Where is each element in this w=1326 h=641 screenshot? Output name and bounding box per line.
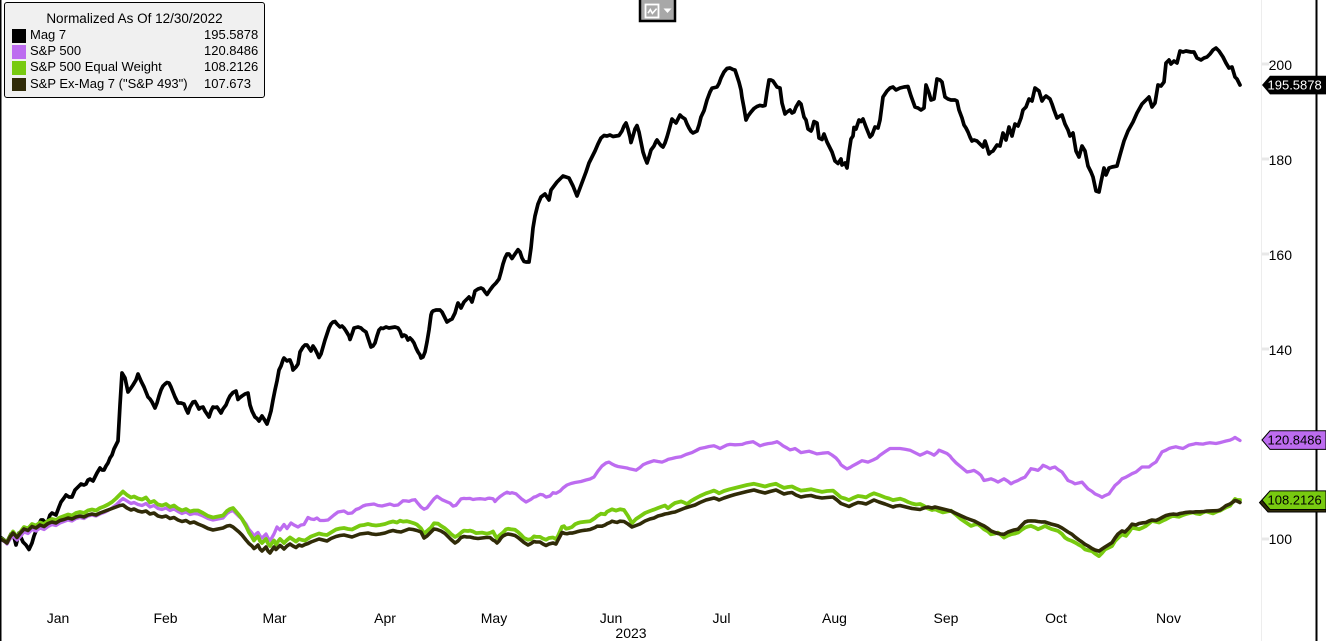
- svg-text:120.8486: 120.8486: [1268, 433, 1322, 448]
- svg-text:195.5878: 195.5878: [1268, 78, 1322, 93]
- svg-text:108.2126: 108.2126: [1268, 493, 1322, 508]
